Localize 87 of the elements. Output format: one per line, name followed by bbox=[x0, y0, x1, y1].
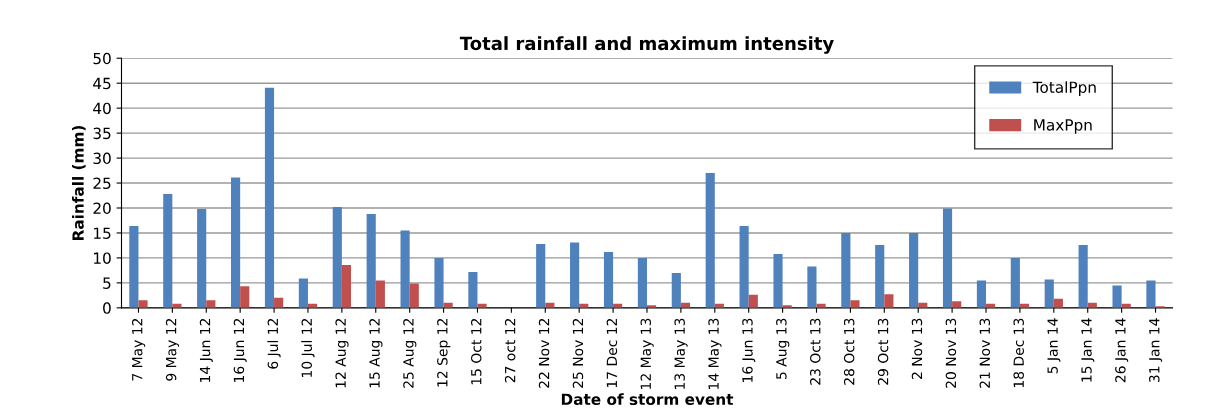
bar bbox=[875, 244, 885, 308]
x-tick-label: 15 Jan 14 bbox=[1081, 318, 1095, 382]
y-tick-label: 10 bbox=[94, 252, 111, 264]
y-tick-label: 35 bbox=[93, 127, 111, 140]
y-tick-label: 50 bbox=[93, 52, 111, 65]
x-tick-label: 27 oct 12 bbox=[504, 318, 516, 383]
bar bbox=[603, 251, 614, 308]
y-tick-label: 5 bbox=[103, 277, 111, 289]
bar bbox=[375, 280, 385, 308]
x-tick-label: 18 Dec 13 bbox=[1013, 318, 1024, 388]
x-tick-label: 12 Aug 12 bbox=[335, 318, 349, 388]
y-tick-label: 45 bbox=[93, 77, 111, 90]
chart-title: Total rainfall and maximum intensity bbox=[459, 36, 834, 54]
y-tick-label: 15 bbox=[94, 227, 111, 239]
x-tick-label: 26 Jan 14 bbox=[1115, 318, 1129, 383]
bar bbox=[1044, 279, 1054, 308]
bar bbox=[197, 209, 207, 308]
bar bbox=[952, 301, 962, 308]
bar bbox=[637, 257, 647, 308]
x-tick-label: 5 Aug 13 bbox=[776, 318, 790, 379]
bar bbox=[536, 243, 546, 308]
x-tick-label: 12 May 13 bbox=[640, 318, 654, 389]
bar bbox=[468, 271, 478, 308]
bar bbox=[739, 225, 749, 308]
y-tick-label: 0 bbox=[103, 302, 111, 314]
x-tick-label: 16 Jun 12 bbox=[233, 318, 247, 382]
x-tick-label: 22 Nov 12 bbox=[538, 318, 550, 388]
bar bbox=[909, 232, 919, 308]
x-tick-label: 13 May 13 bbox=[674, 318, 688, 389]
bar bbox=[773, 253, 783, 308]
y-axis-title: Rainfall (mm) bbox=[72, 125, 86, 241]
x-tick-label: 16 Jun 13 bbox=[742, 318, 756, 382]
bar bbox=[434, 257, 444, 308]
x-tick-label: 6 Jul 12 bbox=[267, 318, 281, 369]
bar bbox=[807, 266, 817, 308]
bar bbox=[1010, 257, 1020, 308]
bar bbox=[163, 194, 173, 308]
y-tick-label: 40 bbox=[93, 102, 111, 115]
bar bbox=[1112, 285, 1122, 308]
bar bbox=[206, 300, 216, 308]
bar bbox=[231, 177, 241, 308]
bar bbox=[1078, 244, 1088, 308]
bar bbox=[1146, 280, 1156, 308]
x-tick-label: 9 May 12 bbox=[165, 318, 180, 381]
x-tick-label: 31 Jan 14 bbox=[1149, 318, 1163, 383]
x-tick-label: 29 Oct 13 bbox=[877, 318, 889, 385]
x-tick-label: 15 Oct 12 bbox=[471, 318, 482, 385]
x-tick-label: 5 Jan 14 bbox=[1047, 318, 1061, 374]
y-tick-label: 30 bbox=[93, 152, 111, 165]
bar bbox=[570, 242, 580, 308]
x-tick-label: 17 Dec 12 bbox=[606, 318, 618, 388]
x-tick-label: 14 Jun 12 bbox=[199, 318, 213, 382]
x-tick-label: 25 Nov 12 bbox=[572, 318, 584, 388]
y-tick-label: 20 bbox=[93, 202, 111, 215]
bar bbox=[671, 272, 681, 308]
bar bbox=[240, 286, 250, 308]
x-tick-label: 25 Aug 12 bbox=[403, 318, 417, 388]
bar bbox=[366, 213, 376, 308]
bar bbox=[884, 294, 894, 308]
bar bbox=[409, 283, 419, 308]
bar bbox=[341, 264, 352, 308]
legend-label: TotalPpn bbox=[1032, 81, 1096, 96]
y-tick-label: 25 bbox=[93, 177, 111, 190]
bar bbox=[748, 294, 758, 308]
x-tick-label: 10 Jul 12 bbox=[301, 318, 315, 377]
bar bbox=[841, 232, 851, 308]
bar bbox=[942, 208, 953, 308]
x-tick-label: 28 Oct 13 bbox=[843, 318, 855, 385]
x-tick-label: 21 Nov 13 bbox=[979, 318, 991, 388]
x-tick-label: 15 Aug 12 bbox=[369, 318, 383, 388]
bar bbox=[705, 173, 715, 308]
x-tick-label: 20 Nov 13 bbox=[945, 318, 957, 388]
x-tick-label: 2 Nov 13 bbox=[911, 318, 923, 379]
x-tick-label: 12 Sep 12 bbox=[437, 318, 451, 387]
bar bbox=[129, 225, 139, 308]
bar bbox=[264, 87, 275, 308]
bar bbox=[332, 207, 342, 308]
x-tick-label: 14 May 13 bbox=[708, 318, 722, 389]
bar bbox=[138, 300, 148, 308]
x-tick-label: 7 May 12 bbox=[131, 318, 146, 381]
x-tick-label: 23 Oct 13 bbox=[810, 318, 821, 385]
bar bbox=[400, 230, 410, 308]
bar bbox=[850, 300, 860, 308]
bar bbox=[298, 278, 308, 308]
legend-label: MaxPpn bbox=[1034, 119, 1092, 134]
x-axis-title: Date of storm event bbox=[561, 393, 734, 406]
bar bbox=[976, 280, 987, 308]
